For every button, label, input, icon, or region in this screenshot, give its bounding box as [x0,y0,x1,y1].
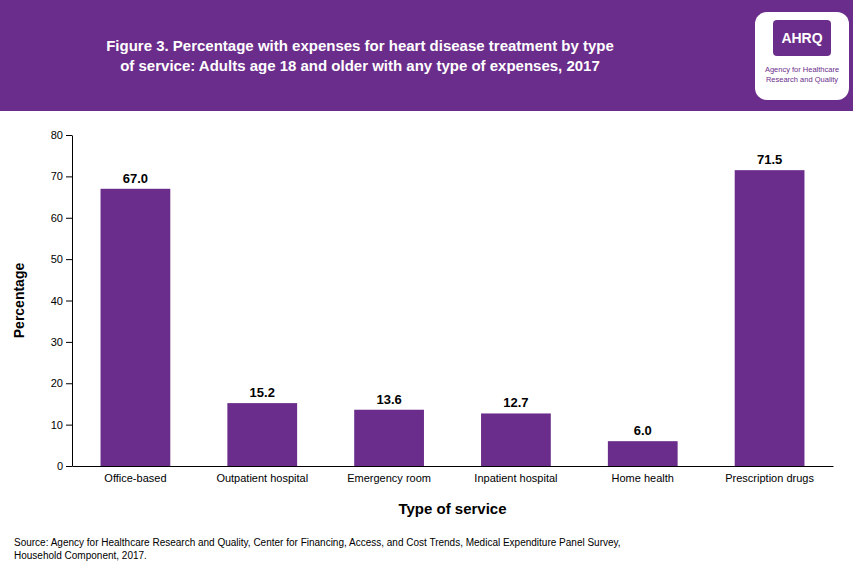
data-labels: 67.0 15.2 13.6 12.7 6.0 71.5 [123,152,782,438]
x-tick-label: Office-based [104,472,166,484]
y-tick: 70 [51,170,72,182]
data-label: 15.2 [250,385,275,400]
y-axis-title: Percentage [11,263,27,339]
header-band [0,0,853,111]
y-tick-label: 80 [51,129,63,141]
y-tick: 60 [51,212,72,224]
y-tick-label: 20 [51,377,63,389]
y-tick-label: 0 [57,460,63,472]
x-axis-line [73,466,834,467]
x-tick: Office-based [104,472,166,484]
y-tick-label: 60 [51,212,63,224]
logo-subtext: Agency for HealthcareResearch and Qualit… [765,65,839,84]
x-tick: Inpatient hospital [474,472,557,484]
data-label: 67.0 [123,171,148,186]
logo-text: AHRQ [781,30,822,46]
bars [101,170,805,466]
x-tick-label: Home health [612,472,674,484]
y-tick-mark [66,425,72,426]
data-label: 6.0 [634,423,652,438]
y-tick-label: 40 [51,295,63,307]
y-axis-line [72,136,73,467]
x-tick-label: Inpatient hospital [474,472,557,484]
x-tick: Emergency room [347,472,431,484]
logo-box [773,20,831,56]
data-label: 71.5 [757,152,782,167]
source-line: Household Component, 2017. [14,550,147,561]
logo-subtext-line: Agency for Healthcare [765,65,839,74]
y-tick-label: 70 [51,170,63,182]
y-tick-mark [66,466,72,467]
bar [227,403,297,466]
y-tick: 20 [51,377,72,389]
x-tick-label: Emergency room [347,472,431,484]
y-tick-mark [66,259,72,260]
data-label: 12.7 [503,395,528,410]
chart-svg: Figure 3. Percentage with expenses for h… [0,0,853,576]
bar [101,189,171,466]
x-axis: Office-based Outpatient hospital Emergency… [73,467,834,484]
x-tick: Outpatient hospital [216,472,308,484]
y-tick: 30 [51,336,72,348]
title: Figure 3. Percentage with expenses for h… [106,37,614,74]
y-tick-label: 30 [51,336,63,348]
bar [354,410,424,466]
x-tick: Prescription drugs [725,472,814,484]
y-tick-label: 50 [51,253,63,265]
y-tick: 40 [51,295,72,307]
y-tick: 50 [51,253,72,265]
x-tick-label: Outpatient hospital [216,472,308,484]
title-line: Figure 3. Percentage with expenses for h… [106,37,614,54]
y-tick: 0 [57,460,72,472]
y-tick: 10 [51,419,72,431]
logo-subtext-line: Research and Quality [766,75,838,84]
y-tick-mark [66,342,72,343]
y-tick-mark [66,176,72,177]
y-tick-mark [66,135,72,136]
data-label: 13.6 [376,392,401,407]
y-tick-label: 10 [51,419,63,431]
x-axis-title: Type of service [398,500,506,517]
source-line: Source: Agency for Healthcare Research a… [14,537,621,548]
logo-background [755,12,849,100]
y-tick: 80 [51,129,72,141]
source-note: Source: Agency for Healthcare Research a… [14,537,621,561]
title-line: of service: Adults age 18 and older with… [120,57,600,74]
y-tick-mark [66,301,72,302]
bar [481,413,551,466]
x-tick: Home health [612,472,674,484]
x-tick-label: Prescription drugs [725,472,814,484]
bar [608,441,678,466]
plot-area: 0 10 20 30 40 50 60 70 80 Office-based Outpatient … [51,129,834,484]
bar [735,170,805,466]
y-tick-mark [66,383,72,384]
y-axis: 0 10 20 30 40 50 60 70 80 [51,129,73,472]
y-tick-mark [66,218,72,219]
